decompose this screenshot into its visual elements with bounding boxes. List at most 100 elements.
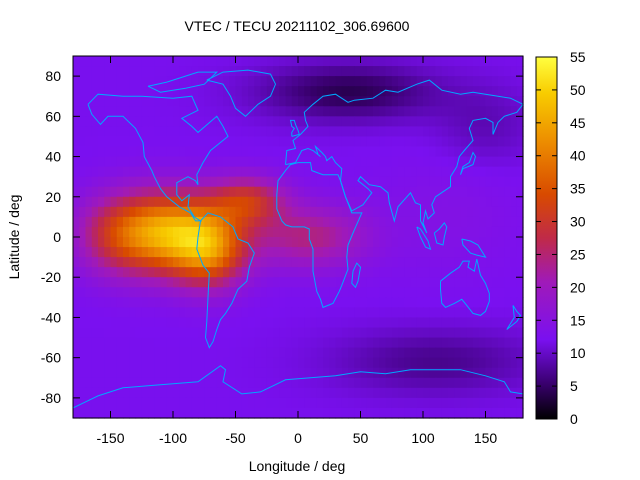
heatmap-cell <box>241 216 249 228</box>
heatmap-cell <box>273 66 280 77</box>
heatmap-cell <box>160 156 168 168</box>
y-axis-label: Latitude / deg <box>6 195 22 280</box>
heatmap-cell <box>310 116 318 127</box>
heatmap-cell <box>323 327 330 339</box>
heatmap-cell <box>448 237 455 248</box>
heatmap-cell <box>323 277 330 288</box>
heatmap-cell <box>348 86 355 97</box>
heatmap-cell <box>479 206 487 218</box>
heatmap-cell <box>460 96 468 107</box>
heatmap-cell <box>373 357 380 369</box>
heatmap-cell <box>291 66 299 77</box>
heatmap-cell <box>304 176 312 188</box>
heatmap-cell <box>173 347 180 359</box>
heatmap-cell <box>79 216 87 228</box>
heatmap-cell <box>79 136 87 148</box>
heatmap-cell <box>410 96 418 107</box>
heatmap-cell <box>141 146 149 158</box>
heatmap-cell <box>279 357 287 369</box>
heatmap-cell <box>204 176 212 188</box>
heatmap-cell <box>435 327 443 339</box>
heatmap-cell <box>485 186 493 198</box>
heatmap-cell <box>160 176 168 188</box>
heatmap-cell <box>173 86 180 97</box>
heatmap-cell <box>516 56 524 67</box>
heatmap-cell <box>116 247 124 258</box>
heatmap-cell <box>123 176 130 188</box>
heatmap-cell <box>291 397 299 409</box>
heatmap-cell <box>248 196 255 208</box>
heatmap-cell <box>310 66 318 77</box>
heatmap-cell <box>316 146 324 158</box>
heatmap-cell <box>179 66 187 77</box>
heatmap-cell <box>123 397 130 409</box>
heatmap-cell <box>273 377 280 389</box>
heatmap-cell <box>485 146 493 158</box>
heatmap-cell <box>148 247 155 258</box>
heatmap-cell <box>504 257 512 268</box>
heatmap-cell <box>79 146 87 158</box>
heatmap-cell <box>391 267 399 278</box>
heatmap-cell <box>441 186 449 198</box>
heatmap-cell <box>298 317 305 329</box>
heatmap-cell <box>429 126 437 138</box>
heatmap-cell <box>185 387 193 399</box>
heatmap-cell <box>316 267 324 278</box>
heatmap-cell <box>385 216 393 228</box>
heatmap-cell <box>341 206 349 218</box>
heatmap-cell <box>491 156 499 168</box>
heatmap-cell <box>116 287 124 298</box>
heatmap-cell <box>448 216 455 228</box>
heatmap-cell <box>129 337 137 349</box>
heatmap-cell <box>354 267 362 278</box>
heatmap-cell <box>504 136 512 148</box>
heatmap-cell <box>491 367 499 379</box>
heatmap-cell <box>385 156 393 168</box>
heatmap-cell <box>373 146 380 158</box>
heatmap-cell <box>366 196 374 208</box>
heatmap-cell <box>460 287 468 298</box>
heatmap-cell <box>216 76 224 87</box>
heatmap-cell <box>460 357 468 369</box>
heatmap-cell <box>348 267 355 278</box>
heatmap-cell <box>304 297 312 308</box>
heatmap-cell <box>229 287 237 298</box>
heatmap-cell <box>391 126 399 138</box>
heatmap-cell <box>254 186 262 198</box>
heatmap-cell <box>91 337 99 349</box>
heatmap-cell <box>123 186 130 198</box>
heatmap-cell <box>504 267 512 278</box>
heatmap-cell <box>335 277 343 288</box>
coastline-africa <box>276 162 363 309</box>
heatmap-cell <box>366 216 374 228</box>
heatmap-cell <box>335 247 343 258</box>
heatmap-cell <box>229 317 237 329</box>
heatmap-cell <box>466 317 474 329</box>
heatmap-cell <box>460 387 468 399</box>
heatmap-cell <box>341 86 349 97</box>
heatmap-cell <box>329 146 337 158</box>
heatmap-cell <box>148 367 155 379</box>
heatmap-cell <box>135 206 143 218</box>
coastline-arctic-islands <box>147 71 219 93</box>
heatmap-cell <box>191 257 199 268</box>
heatmap-cell <box>329 307 337 319</box>
heatmap-cell <box>198 76 205 87</box>
heatmap-cell <box>179 317 187 329</box>
heatmap-cell <box>491 337 499 349</box>
heatmap-cell <box>348 387 355 399</box>
heatmap-cell <box>448 387 455 399</box>
heatmap-cell <box>366 377 374 389</box>
heatmap-cell <box>179 267 187 278</box>
heatmap-cell <box>266 156 274 168</box>
heatmap-cell <box>404 397 412 409</box>
heatmap-cell <box>91 146 99 158</box>
heatmap-cell <box>129 126 137 138</box>
heatmap-cell <box>210 186 218 198</box>
heatmap-cell <box>410 297 418 308</box>
heatmap-cell <box>260 297 268 308</box>
heatmap-cell <box>273 317 280 329</box>
heatmap-cell <box>254 56 262 67</box>
heatmap-cell <box>129 287 137 298</box>
heatmap-cell <box>141 66 149 77</box>
